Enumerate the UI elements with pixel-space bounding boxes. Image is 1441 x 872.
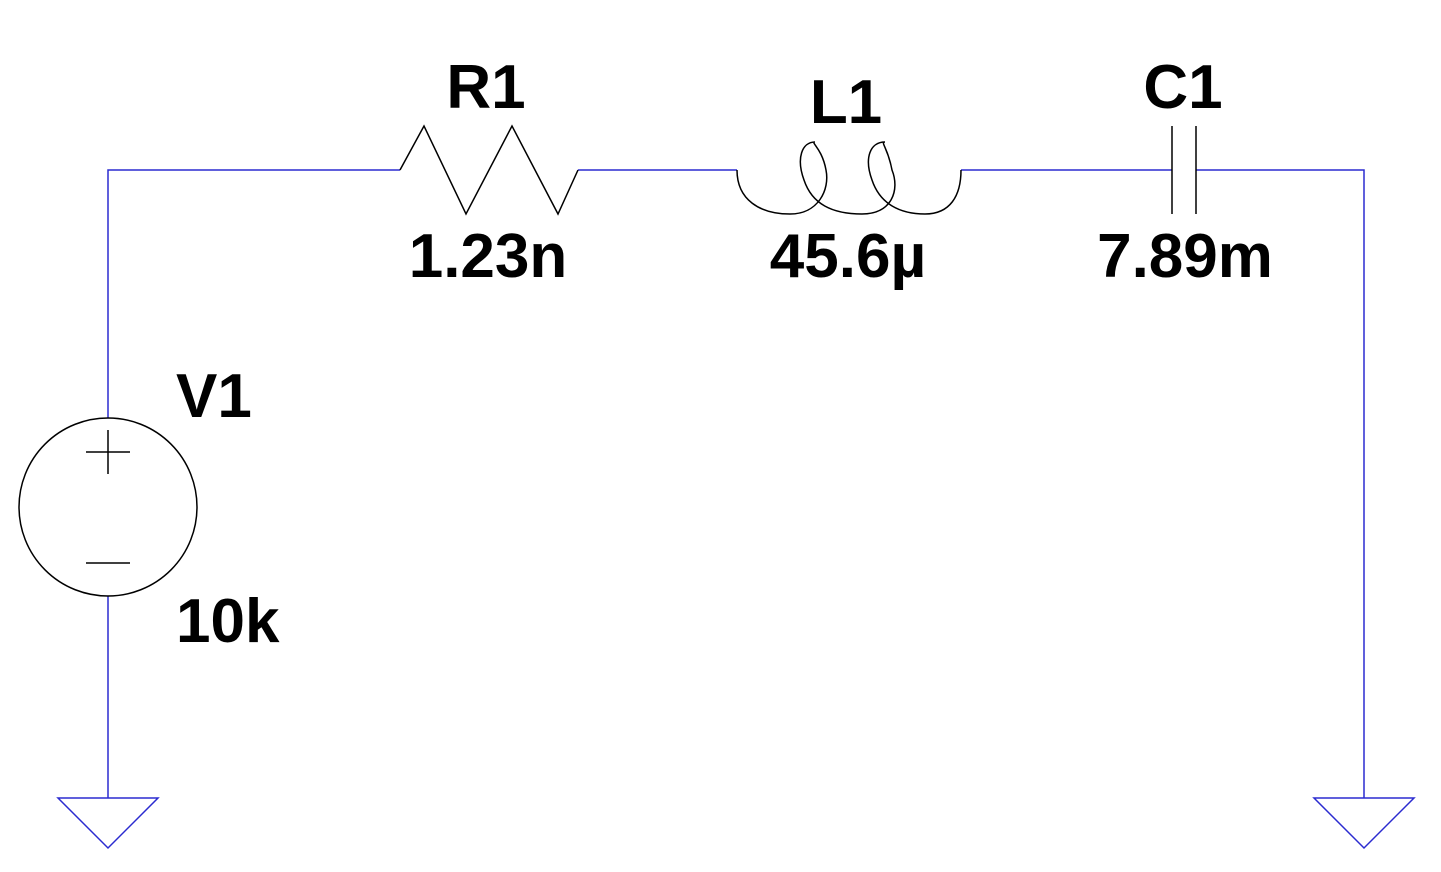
ground-left[interactable] <box>56 797 160 850</box>
voltage-source-v1-value: 10k <box>176 587 280 656</box>
resistor-r1-ref: R1 <box>446 53 525 122</box>
wires <box>107 169 1365 798</box>
resistor-zigzag <box>399 124 579 216</box>
voltage-source-v1[interactable]: V1 10k <box>18 362 280 656</box>
voltage-source-circle <box>18 417 198 597</box>
ground-right-triangle <box>1312 797 1416 850</box>
voltage-source-v1-ref: V1 <box>176 362 252 431</box>
inductor-coil <box>736 141 962 215</box>
resistor-r1-value: 1.23n <box>409 222 568 291</box>
wire-top-left[interactable] <box>107 169 400 418</box>
capacitor-c1[interactable]: C1 7.89m <box>1097 53 1273 291</box>
resistor-r1[interactable]: R1 1.23n <box>399 53 579 291</box>
ground-left-triangle <box>56 797 160 850</box>
inductor-l1[interactable]: L1 45.6µ <box>736 68 962 291</box>
capacitor-c1-ref: C1 <box>1143 53 1222 122</box>
inductor-l1-value: 45.6µ <box>770 222 926 291</box>
ground-right[interactable] <box>1312 797 1416 850</box>
inductor-l1-ref: L1 <box>810 68 882 137</box>
capacitor-c1-value: 7.89m <box>1097 222 1273 291</box>
wire-top-right[interactable] <box>1196 169 1365 798</box>
